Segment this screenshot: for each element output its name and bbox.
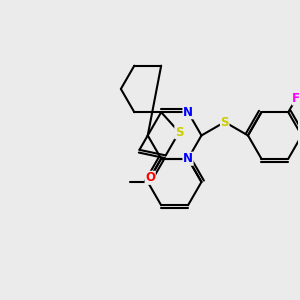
Text: N: N	[183, 152, 193, 165]
Text: S: S	[220, 116, 229, 128]
Text: F: F	[292, 92, 300, 105]
Text: S: S	[175, 126, 183, 139]
Text: O: O	[145, 171, 155, 184]
Text: N: N	[183, 106, 193, 119]
